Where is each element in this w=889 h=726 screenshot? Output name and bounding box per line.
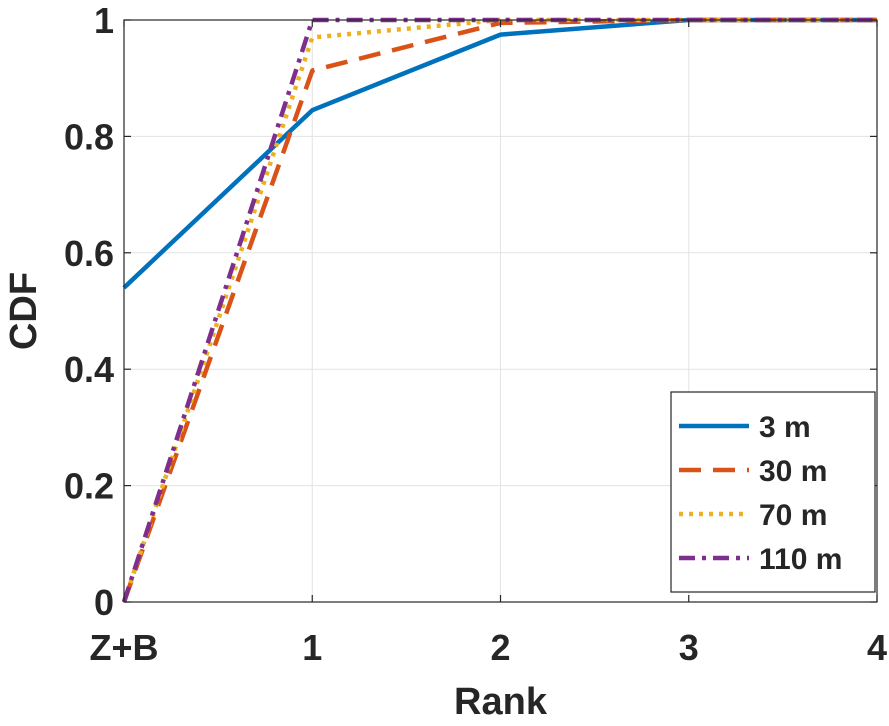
y-axis-label: CDF bbox=[3, 272, 45, 350]
legend: 3 m 30 m 70 m 110 m bbox=[670, 391, 876, 593]
legend-label: 30 m bbox=[759, 455, 827, 488]
x-tick-label: 1 bbox=[302, 627, 322, 668]
axis-ticks: Z+B 1 2 3 4 0 0.2 0.4 0.6 0.8 1 bbox=[64, 0, 887, 668]
y-tick-label: 0.4 bbox=[64, 349, 114, 390]
legend-label: 110 m bbox=[759, 543, 842, 576]
x-tick-label: 4 bbox=[867, 627, 887, 668]
y-tick-label: 0.2 bbox=[64, 466, 114, 507]
legend-label: 70 m bbox=[759, 499, 827, 532]
y-tick-label: 0.8 bbox=[64, 116, 114, 157]
x-axis-label: Rank bbox=[454, 681, 548, 723]
x-tick-label: 3 bbox=[679, 627, 699, 668]
x-tick-label: 2 bbox=[490, 627, 510, 668]
y-tick-label: 1 bbox=[94, 0, 114, 41]
x-tick-label: Z+B bbox=[89, 627, 158, 668]
y-tick-label: 0.6 bbox=[64, 233, 114, 274]
legend-label: 3 m bbox=[759, 411, 811, 444]
y-tick-label: 0 bbox=[94, 582, 114, 623]
